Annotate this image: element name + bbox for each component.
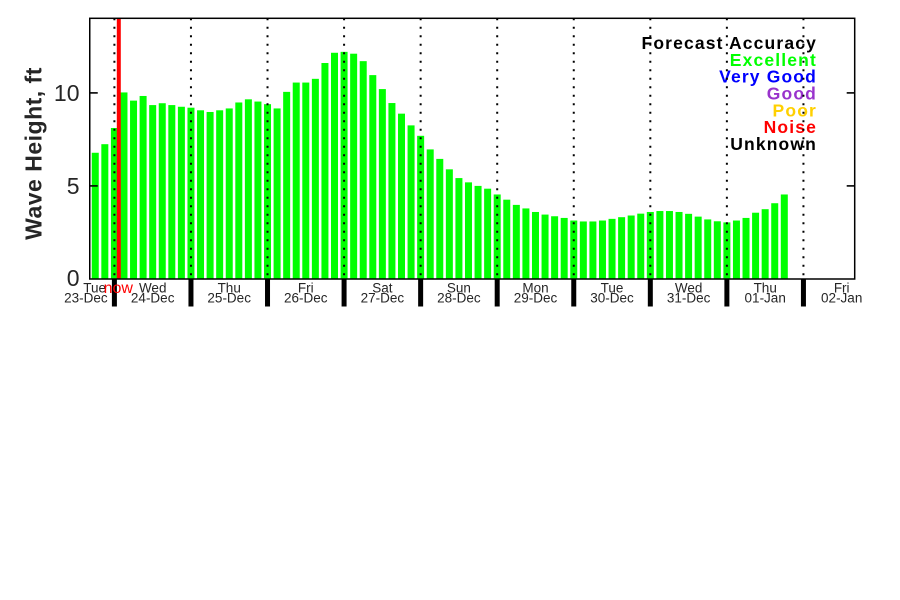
svg-text:Poor: Poor [773, 100, 817, 120]
svg-text:23-Dec: 23-Dec [64, 291, 108, 306]
svg-text:Wed: Wed [139, 281, 167, 296]
svg-text:24-Dec: 24-Dec [131, 291, 175, 306]
svg-text:Sat: Sat [372, 281, 393, 296]
svg-text:30-Dec: 30-Dec [590, 291, 634, 306]
svg-text:Good: Good [767, 84, 817, 104]
svg-text:Wed: Wed [675, 281, 703, 296]
svg-text:26-Dec: 26-Dec [284, 291, 328, 306]
svg-text:10: 10 [54, 80, 80, 106]
svg-text:Forecast Accuracy: Forecast Accuracy [641, 33, 817, 53]
svg-text:Fri: Fri [834, 281, 850, 296]
svg-text:now: now [104, 280, 134, 297]
svg-text:Fri: Fri [298, 281, 314, 296]
svg-text:02-Jan: 02-Jan [821, 291, 862, 306]
svg-text:0: 0 [67, 265, 80, 291]
svg-text:Sun: Sun [447, 281, 471, 296]
svg-text:Very Good: Very Good [719, 67, 817, 87]
svg-text:Tue: Tue [601, 281, 624, 296]
svg-text:Unknown: Unknown [730, 134, 817, 154]
svg-text:27-Dec: 27-Dec [361, 291, 405, 306]
svg-text:25-Dec: 25-Dec [207, 291, 251, 306]
svg-text:Tue: Tue [83, 281, 106, 296]
svg-text:Thu: Thu [218, 281, 241, 296]
svg-text:29-Dec: 29-Dec [514, 291, 558, 306]
svg-text:Thu: Thu [754, 281, 777, 296]
svg-text:Excellent: Excellent [730, 50, 817, 70]
svg-text:28-Dec: 28-Dec [437, 291, 481, 306]
svg-text:Mon: Mon [522, 281, 548, 296]
svg-text:Wave Height, ft: Wave Height, ft [21, 67, 47, 240]
svg-text:5: 5 [67, 173, 80, 199]
svg-text:01-Jan: 01-Jan [745, 291, 786, 306]
svg-text:31-Dec: 31-Dec [667, 291, 711, 306]
